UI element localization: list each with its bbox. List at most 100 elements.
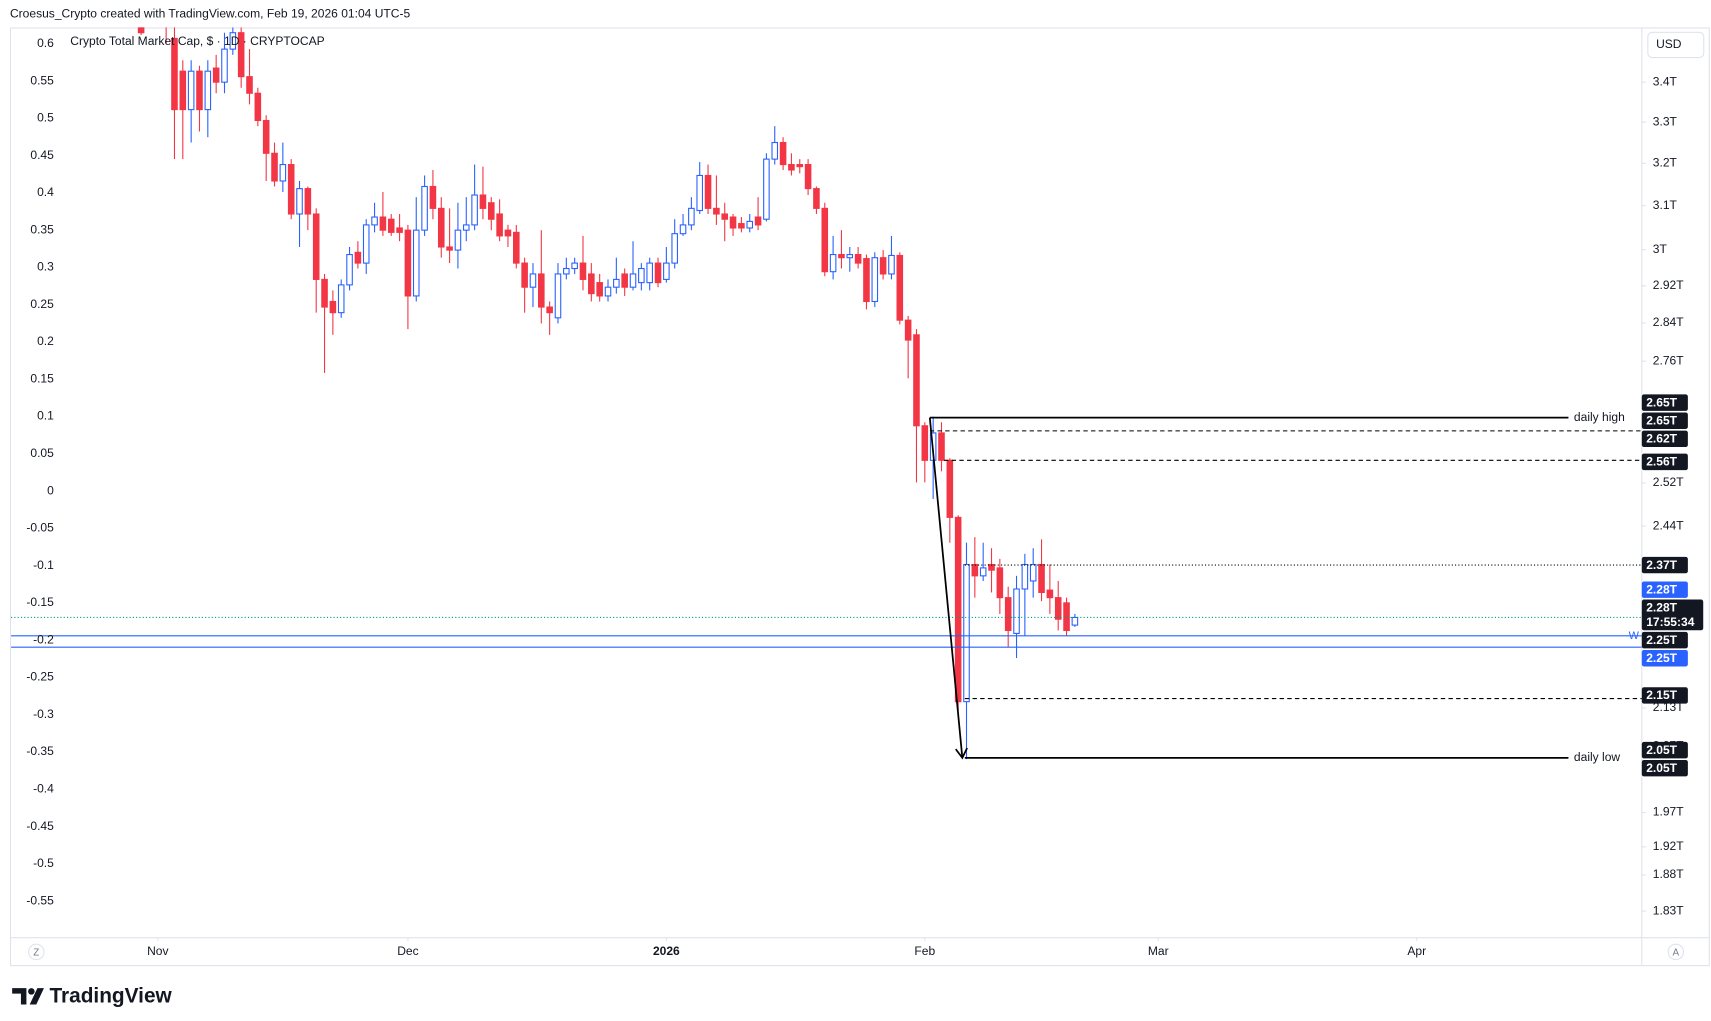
y2-tick-label: -0.4 xyxy=(33,781,54,795)
candle-body xyxy=(304,188,312,215)
y2-tick-label: -0.55 xyxy=(26,893,54,907)
countdown: 17:55:34 xyxy=(1646,615,1695,629)
candle-body xyxy=(713,207,720,215)
arrow-head xyxy=(955,747,968,760)
candle-body xyxy=(588,273,595,295)
candle-body xyxy=(504,229,512,237)
price-label-box xyxy=(1641,556,1688,574)
currency[interactable]: USD xyxy=(1656,37,1682,51)
candle-body xyxy=(996,567,1004,599)
y-tick-label: 2.84T xyxy=(1653,315,1684,329)
candle-body xyxy=(896,254,904,321)
y2-tick-label: -0.15 xyxy=(26,595,54,609)
candle-body xyxy=(704,174,712,209)
y-tick-label: 2.92T xyxy=(1653,278,1684,292)
y-tick-label: 3.1T xyxy=(1653,198,1678,212)
currency-button[interactable] xyxy=(1647,31,1705,59)
candle-body xyxy=(171,37,178,111)
candle-body xyxy=(1013,588,1020,634)
candle-body xyxy=(679,224,687,235)
candle-body xyxy=(738,223,745,229)
y2-tick-label: -0.05 xyxy=(26,521,54,535)
candle-body xyxy=(521,262,528,288)
candle-body xyxy=(879,257,887,275)
price-label: 2.25T xyxy=(1646,633,1677,647)
candle-body xyxy=(496,213,503,237)
y2-tick-label: 0.25 xyxy=(30,297,54,311)
y2-tick-label: 0.5 xyxy=(37,111,54,125)
logo-icon-part xyxy=(28,988,35,995)
candle-body xyxy=(362,224,370,264)
y2-tick-label: 0.15 xyxy=(30,371,54,385)
candle-body xyxy=(1029,563,1037,582)
price-label: 2.56T xyxy=(1646,455,1677,469)
price-label-box xyxy=(1641,453,1688,471)
candle-body xyxy=(554,273,562,319)
price-label-box xyxy=(1641,394,1688,411)
drawing-label: W xyxy=(1629,630,1640,642)
y-tick-label: 1.83T xyxy=(1653,903,1684,917)
candle-body xyxy=(396,227,403,233)
candle-body xyxy=(321,278,328,308)
zoom-button-label[interactable]: Z xyxy=(33,948,39,959)
auto-scale-button[interactable] xyxy=(1667,943,1685,961)
candle-body xyxy=(287,163,295,215)
candle-body xyxy=(1054,597,1062,620)
y-tick-label: 3T xyxy=(1653,242,1668,256)
x-tick-label: Nov xyxy=(147,944,168,958)
candle-body xyxy=(387,218,395,233)
candle-body xyxy=(563,267,570,275)
candle-body xyxy=(729,216,737,229)
candle-body xyxy=(546,306,553,314)
candle-body xyxy=(688,207,695,226)
y2-tick-label: 0.3 xyxy=(37,260,54,274)
candle-body xyxy=(763,158,770,220)
price-label: 2.62T xyxy=(1646,432,1677,446)
price-label: 2.28T xyxy=(1646,582,1677,596)
price-label: 2.05T xyxy=(1646,743,1677,757)
candle-body xyxy=(671,233,678,264)
y2-tick-label: -0.3 xyxy=(33,707,54,721)
candle-body xyxy=(254,92,262,122)
y-tick-label: 2.52T xyxy=(1653,475,1684,489)
zoom-button[interactable] xyxy=(28,943,45,961)
candle-body xyxy=(437,207,445,248)
chart-frame xyxy=(9,27,1710,967)
y2-tick-label: 0.45 xyxy=(30,148,54,162)
candle-body xyxy=(454,229,462,251)
candle-body xyxy=(1038,563,1045,593)
candle-body xyxy=(988,563,995,571)
auto-scale-button-label[interactable]: A xyxy=(1673,948,1680,959)
candle-body xyxy=(296,188,303,215)
candle-body xyxy=(838,254,845,259)
candle-body xyxy=(654,262,662,284)
price-label: 2.25T xyxy=(1646,651,1677,665)
candle-body xyxy=(329,300,337,314)
candle-body xyxy=(963,563,970,703)
candle-body xyxy=(538,273,545,308)
candle-body xyxy=(471,194,478,226)
price-label: 2.65T xyxy=(1646,395,1677,409)
candle-body xyxy=(1063,602,1070,631)
trend-arrow xyxy=(928,417,964,758)
chart-title: Crypto Total Market Cap, $ · 1D · CRYPTO… xyxy=(70,34,324,48)
logo-icon-part xyxy=(29,988,44,1005)
candle-body xyxy=(721,213,729,220)
price-label-box xyxy=(1641,599,1704,631)
y2-tick-label: 0.2 xyxy=(37,334,54,348)
candle-body xyxy=(1046,589,1054,599)
candle-body xyxy=(571,262,578,270)
candle-body xyxy=(613,278,620,288)
x-tick-label: Mar xyxy=(1148,944,1169,958)
y2-tick-label: 0 xyxy=(47,483,54,497)
candle-body xyxy=(429,185,437,209)
candle-body xyxy=(1071,616,1079,626)
candle-body xyxy=(579,262,587,280)
price-label-box xyxy=(1641,430,1688,448)
candle-body xyxy=(954,516,962,703)
price-label-box xyxy=(1641,412,1688,429)
price-label: 2.15T xyxy=(1646,688,1677,702)
candle-body xyxy=(1021,563,1029,590)
